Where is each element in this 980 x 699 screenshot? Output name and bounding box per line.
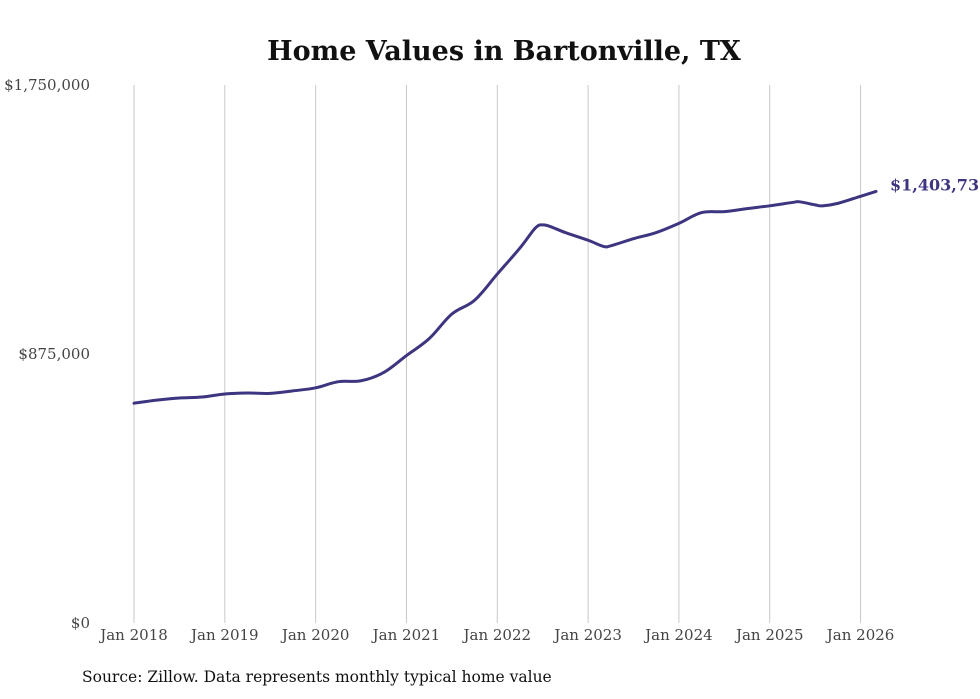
x-tick-label: Jan 2025: [734, 626, 804, 644]
y-axis-tick-labels: $0 $875,000 $1,750,000: [4, 76, 90, 632]
x-tick-label: Jan 2024: [643, 626, 713, 644]
y-tick-label: $1,750,000: [4, 76, 90, 94]
x-tick-label: Jan 2023: [552, 626, 622, 644]
y-tick-label: $0: [71, 614, 90, 632]
x-tick-label: Jan 2020: [280, 626, 350, 644]
x-tick-label: Jan 2021: [371, 626, 441, 644]
x-tick-label: Jan 2022: [461, 626, 531, 644]
x-tick-label: Jan 2018: [98, 626, 168, 644]
latest-value-label: $1,403,733: [890, 175, 980, 194]
x-axis-tick-labels: Jan 2018 Jan 2019 Jan 2020 Jan 2021 Jan 2022…: [98, 626, 894, 644]
y-tick-label: $875,000: [18, 345, 90, 363]
vertical-gridlines: [133, 85, 862, 623]
x-tick-label: Jan 2019: [189, 626, 259, 644]
chart-title: Home Values in Bartonville, TX: [267, 36, 741, 67]
x-tick-label: Jan 2026: [825, 626, 895, 644]
home-value-line: [132, 189, 878, 405]
source-note: Source: Zillow. Data represents monthly …: [82, 668, 552, 686]
